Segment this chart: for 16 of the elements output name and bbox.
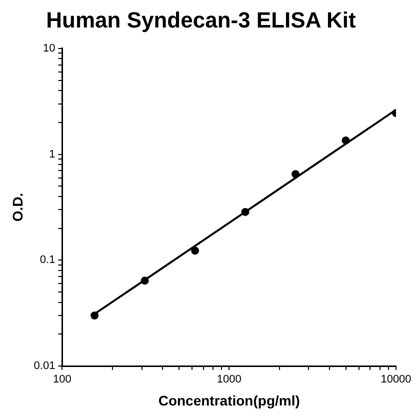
y-axis-title: O.D. [9, 192, 26, 222]
x-tick-label: 10000 [380, 374, 412, 386]
point [140, 276, 149, 285]
point [90, 311, 99, 320]
chart-title: Human Syndecan-3 ELISA Kit [46, 7, 357, 32]
y-tick-label: 1 [49, 148, 56, 160]
point [241, 208, 250, 216]
x-tick-label: 1000 [216, 374, 242, 386]
point [292, 170, 300, 178]
y-tick-label: 10 [42, 42, 56, 54]
point [342, 136, 350, 144]
x-axis-title: Concentration(pg/ml) [158, 392, 300, 408]
point [191, 246, 200, 255]
x-tick-label: 100 [53, 374, 72, 386]
y-tick-label: 0.01 [34, 360, 56, 372]
y-tick-label: 0.1 [40, 254, 56, 266]
